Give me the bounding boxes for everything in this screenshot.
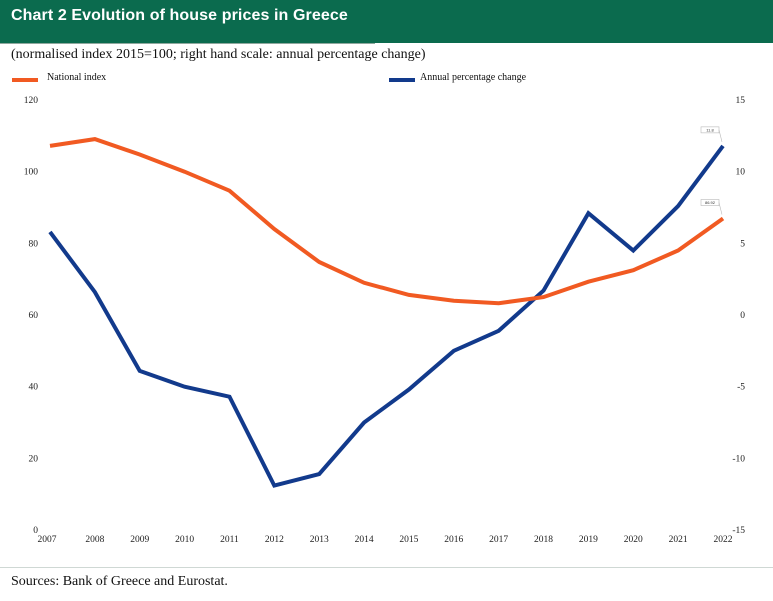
x-axis-tick-label: 2007 [38, 535, 57, 545]
x-axis-tick-label: 2020 [624, 535, 643, 545]
left-axis-tick-label: 120 [24, 96, 39, 106]
x-axis-tick-label: 2017 [489, 535, 508, 545]
left-axis-labels: 0 20 40 60 80 100 120 [24, 96, 39, 536]
right-axis-tick-label: -5 [737, 383, 745, 393]
left-axis-tick-label: 20 [29, 454, 39, 464]
x-axis-tick-label: 2008 [85, 535, 104, 545]
x-axis-tick-label: 2015 [399, 535, 418, 545]
left-axis-tick-label: 100 [24, 168, 39, 178]
left-axis-tick-label: 80 [29, 239, 39, 249]
callout-national-index: 86.92 [700, 199, 723, 215]
right-axis-tick-label: -15 [732, 526, 745, 536]
legend-label-national-index: National index [47, 72, 107, 83]
left-axis-tick-label: 60 [29, 311, 39, 321]
x-axis-tick-label: 2014 [355, 535, 374, 545]
data-callouts: 11.8 86.92 [700, 126, 723, 215]
x-axis-tick-label: 2016 [444, 535, 463, 545]
annual-change-line [48, 144, 725, 488]
right-axis-labels: -15 -10 -5 0 5 10 15 [732, 96, 745, 536]
chart-subtitle: (normalised index 2015=100; right hand s… [11, 47, 426, 62]
left-axis-tick-label: 40 [29, 383, 39, 393]
x-axis-tick-label: 2021 [669, 535, 688, 545]
x-axis-tick-label: 2013 [310, 535, 329, 545]
series-lines [48, 137, 725, 488]
chart-header: Chart 2 Evolution of house prices in Gre… [0, 0, 773, 43]
x-axis-tick-label: 2018 [534, 535, 553, 545]
chart-title: Chart 2 Evolution of house prices in Gre… [11, 7, 348, 24]
x-axis-tick-label: 2019 [579, 535, 598, 545]
legend-item-annual-change: Annual percentage change [389, 72, 609, 86]
chart-source: Sources: Bank of Greece and Eurostat. [11, 574, 228, 589]
right-axis-tick-label: 5 [740, 239, 745, 249]
subtitle-divider [0, 43, 375, 44]
x-axis-tick-label: 2010 [175, 535, 194, 545]
left-axis-tick-label: 0 [33, 526, 38, 536]
footer-divider [0, 567, 773, 568]
legend-label-annual-change: Annual percentage change [420, 72, 527, 83]
right-axis-tick-label: 0 [740, 311, 745, 321]
x-axis-tick-label: 2009 [130, 535, 149, 545]
right-axis-tick-label: -10 [732, 454, 745, 464]
x-axis-tick-label: 2022 [714, 535, 733, 545]
national-index-line [49, 137, 725, 306]
right-axis-tick-label: 15 [736, 96, 746, 106]
x-axis-tick-label: 2011 [220, 535, 239, 545]
x-axis-labels: 2007 2008 2009 2010 2011 2012 2013 2014 2015 2016… [38, 535, 733, 545]
callout-leader [718, 129, 723, 142]
right-axis-tick-label: 10 [736, 168, 746, 178]
callout-label: 11.8 [706, 127, 714, 132]
x-axis-tick-label: 2012 [265, 535, 284, 545]
callout-leader [718, 202, 723, 215]
legend-item-national-index: National index [12, 72, 212, 86]
legend-swatch-national-index [12, 78, 38, 82]
callout-annual-change: 11.8 [700, 126, 723, 142]
callout-label: 86.92 [705, 200, 716, 205]
legend-swatch-annual-change [389, 78, 415, 82]
